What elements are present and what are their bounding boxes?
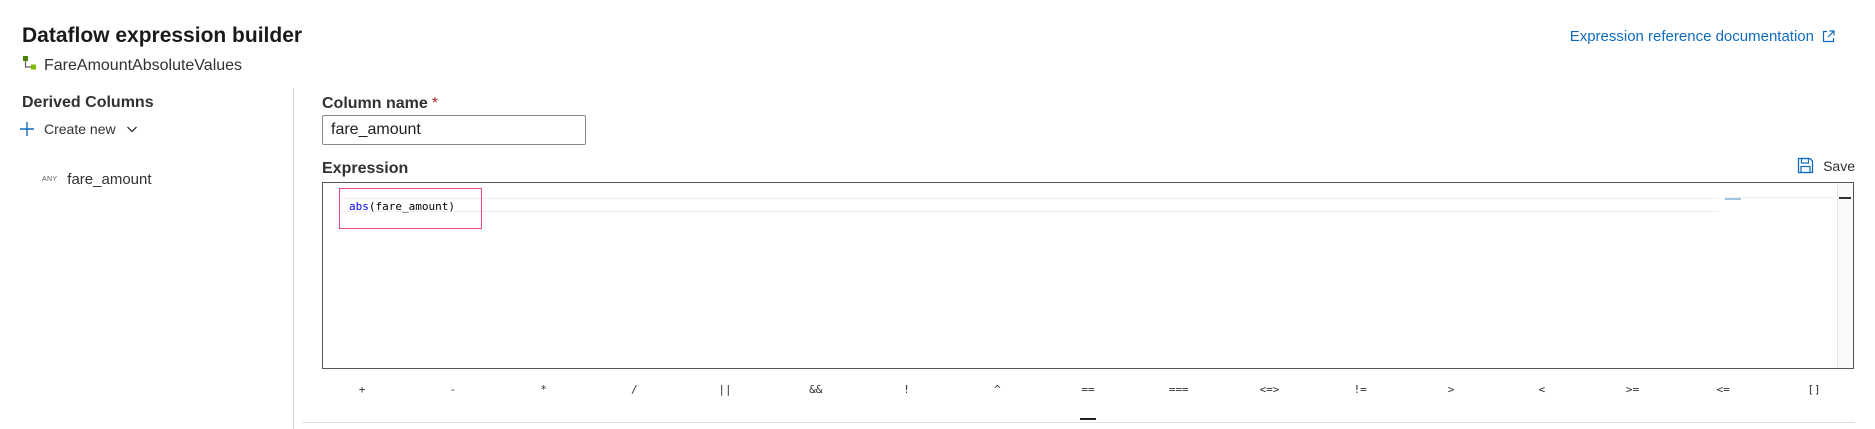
plus-icon	[20, 122, 34, 136]
vertical-scrollbar[interactable]	[1837, 183, 1853, 368]
current-line-highlight	[339, 198, 1719, 212]
operator-greater-equal[interactable]: >=	[1625, 383, 1640, 396]
operator-not-equals[interactable]: !=	[1353, 383, 1367, 396]
operator-toolbar: + - * / || && ! ^ == === <=> != > < >= <…	[322, 383, 1854, 396]
operator-divide[interactable]: /	[630, 383, 638, 396]
column-name-label: Column name *	[322, 95, 439, 112]
derived-column-icon	[23, 56, 36, 70]
operator-brackets[interactable]: []	[1807, 383, 1821, 396]
bottom-divider	[302, 422, 1855, 423]
derived-columns-heading: Derived Columns	[22, 94, 154, 111]
operator-or[interactable]: ||	[718, 383, 732, 396]
type-badge: ANY	[42, 176, 58, 183]
required-mark: *	[431, 95, 439, 112]
create-new-label: Create new	[44, 121, 116, 137]
function-token: abs	[349, 200, 369, 213]
operator-less-equal[interactable]: <=	[1716, 383, 1730, 396]
operator-not[interactable]: !	[903, 383, 910, 396]
save-icon	[1797, 157, 1814, 174]
operator-minus[interactable]: -	[449, 383, 457, 396]
operator-strict-equals[interactable]: ===	[1168, 383, 1189, 396]
expression-label: Expression	[322, 160, 409, 177]
doc-link-label: Expression reference documentation	[1569, 28, 1814, 45]
save-label: Save	[1823, 157, 1855, 174]
external-link-icon	[1822, 30, 1835, 43]
subtitle-label: FareAmountAbsoluteValues	[44, 57, 243, 74]
argument-token: (fare_amount)	[368, 200, 455, 213]
expression-reference-link[interactable]: Expression reference documentation	[1570, 28, 1835, 45]
expression-highlight-box	[339, 188, 482, 229]
minimap-slider[interactable]	[1725, 198, 1741, 200]
operator-and[interactable]: &&	[809, 383, 823, 396]
save-button[interactable]: Save	[1797, 157, 1855, 174]
page-title: Dataflow expression builder	[22, 24, 303, 47]
sidebar-item-fare-amount[interactable]: ANY fare_amount	[42, 171, 152, 188]
expression-editor[interactable]: abs(fare_amount)	[322, 182, 1854, 369]
column-name-input[interactable]	[322, 115, 586, 145]
scrollbar-thumb[interactable]	[1839, 197, 1851, 199]
create-new-button[interactable]: Create new	[19, 121, 138, 137]
derived-columns-pane: Derived Columns Create new ANY fare_amou…	[0, 88, 294, 429]
tab-indicator	[1080, 418, 1096, 420]
minimap-line	[1725, 197, 1835, 198]
chevron-down-icon[interactable]	[126, 123, 138, 135]
operator-less[interactable]: <	[1538, 383, 1546, 396]
operator-xor[interactable]: ^	[993, 383, 1001, 396]
operator-equals[interactable]: ==	[1081, 383, 1095, 396]
expression-code[interactable]: abs(fare_amount)	[349, 200, 455, 213]
operator-plus[interactable]: +	[358, 383, 366, 396]
dataflow-subtitle: FareAmountAbsoluteValues	[22, 56, 243, 75]
operator-multiply[interactable]: *	[540, 383, 547, 396]
operator-greater[interactable]: >	[1447, 383, 1455, 396]
operator-null-safe-equals[interactable]: <=>	[1259, 383, 1280, 396]
sidebar-item-label: fare_amount	[67, 171, 152, 188]
